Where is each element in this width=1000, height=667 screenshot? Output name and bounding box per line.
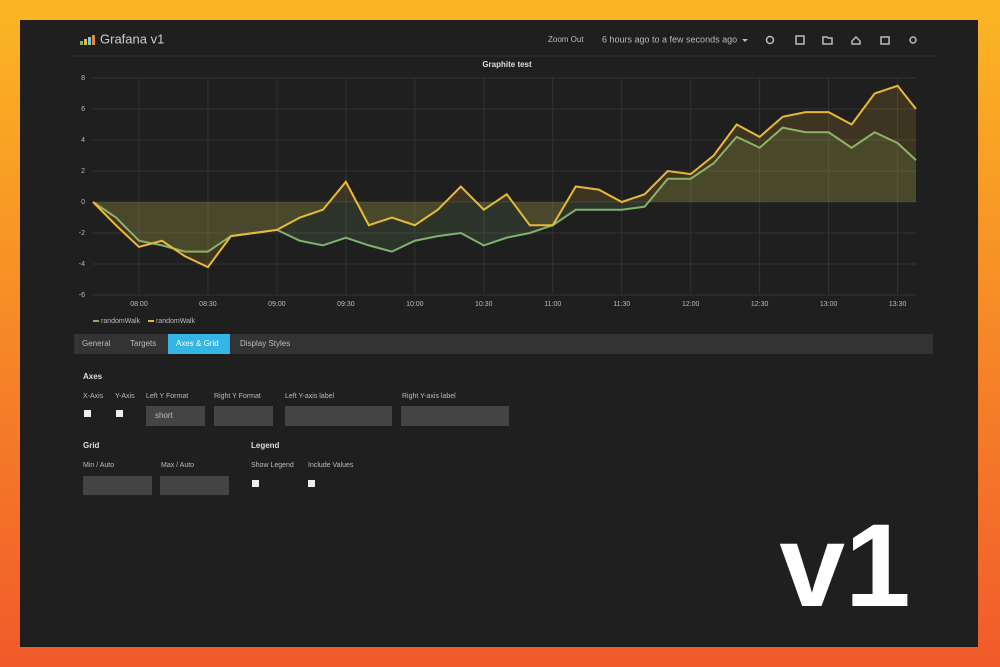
x-tick-label: 12:30 (751, 301, 769, 308)
field-label: Min / Auto (83, 462, 114, 469)
field-label: X-Axis (83, 393, 104, 400)
x-tick-label: 09:30 (337, 301, 355, 308)
y-tick-label: 6 (81, 106, 85, 113)
section-heading: Grid (83, 441, 100, 450)
field-label: Max / Auto (161, 462, 194, 469)
app-title[interactable]: Grafana v1 (100, 31, 164, 46)
legend-label: randomWalk (156, 318, 196, 325)
settings-icon[interactable] (909, 36, 917, 44)
time-range[interactable]: 6 hours ago to a few seconds ago (602, 34, 737, 44)
series-area (93, 127, 916, 252)
version-badge: v1 (779, 500, 910, 632)
x-tick-label: 08:30 (199, 301, 217, 308)
field-label: Left Y Format (146, 393, 188, 400)
save-icon[interactable] (795, 35, 805, 45)
text-input[interactable] (285, 406, 392, 426)
x-tick-label: 13:00 (820, 301, 838, 308)
select-value: short (155, 411, 174, 420)
open-icon[interactable] (822, 36, 833, 45)
graph: 8 6 4 2 0 -2 -4 -6 08:00 08:30 09:00 09:30 10:00 10:3… (79, 75, 917, 325)
field-label: Left Y-axis label (285, 393, 334, 400)
legend-swatch (148, 320, 155, 322)
x-tick-label: 12:00 (682, 301, 700, 308)
legend-swatch (93, 320, 99, 322)
select[interactable] (214, 406, 273, 426)
y-tick-label: -6 (79, 292, 85, 299)
checkbox[interactable] (84, 410, 91, 417)
x-tick-label: 10:30 (475, 301, 493, 308)
caret (742, 39, 748, 42)
x-tick-label: 08:00 (130, 301, 148, 308)
active-tab (168, 334, 230, 354)
field-label: Show Legend (251, 462, 294, 469)
tab[interactable]: General (82, 339, 111, 348)
toolbar-icons (765, 35, 917, 45)
tab-bar (74, 334, 933, 354)
home-icon[interactable] (851, 35, 861, 45)
share-icon[interactable] (880, 36, 890, 45)
y-tick-label: 2 (81, 168, 85, 175)
text-input[interactable] (401, 406, 509, 426)
x-tick-label: 10:00 (406, 301, 424, 308)
checkbox[interactable] (308, 480, 315, 487)
section-heading: Axes (83, 372, 103, 381)
x-tick-label: 09:00 (268, 301, 286, 308)
legend-label: randomWalk (101, 318, 141, 325)
refresh-icon[interactable] (765, 35, 775, 45)
y-tick-label: 4 (81, 137, 85, 144)
text-input[interactable] (83, 476, 152, 495)
checkbox[interactable] (116, 410, 123, 417)
series-line (92, 84, 917, 269)
field-label: Right Y Format (214, 393, 261, 400)
tab[interactable]: Display Styles (240, 339, 290, 348)
x-tick-label: 13:30 (889, 301, 907, 308)
y-tick-label: 0 (81, 199, 85, 206)
panel-title: Graphite test (482, 60, 532, 69)
x-tick-label: 11:00 (544, 301, 561, 308)
section-heading: Legend (251, 441, 280, 450)
text-input[interactable] (160, 476, 229, 495)
checkbox[interactable] (252, 480, 259, 487)
window (20, 20, 978, 647)
field-label: Right Y-axis label (402, 393, 456, 400)
zoom-out[interactable]: Zoom Out (548, 35, 584, 44)
tab[interactable]: Axes & Grid (176, 339, 219, 348)
field-label: Y-Axis (115, 393, 135, 400)
field-label: Include Values (308, 462, 354, 469)
y-tick-label: 8 (81, 75, 85, 82)
select[interactable] (146, 406, 205, 426)
y-tick-label: -4 (79, 261, 85, 268)
tab[interactable]: Targets (130, 339, 156, 348)
y-tick-label: -2 (79, 230, 85, 237)
x-tick-label: 11:30 (613, 301, 630, 308)
logo (80, 35, 95, 45)
